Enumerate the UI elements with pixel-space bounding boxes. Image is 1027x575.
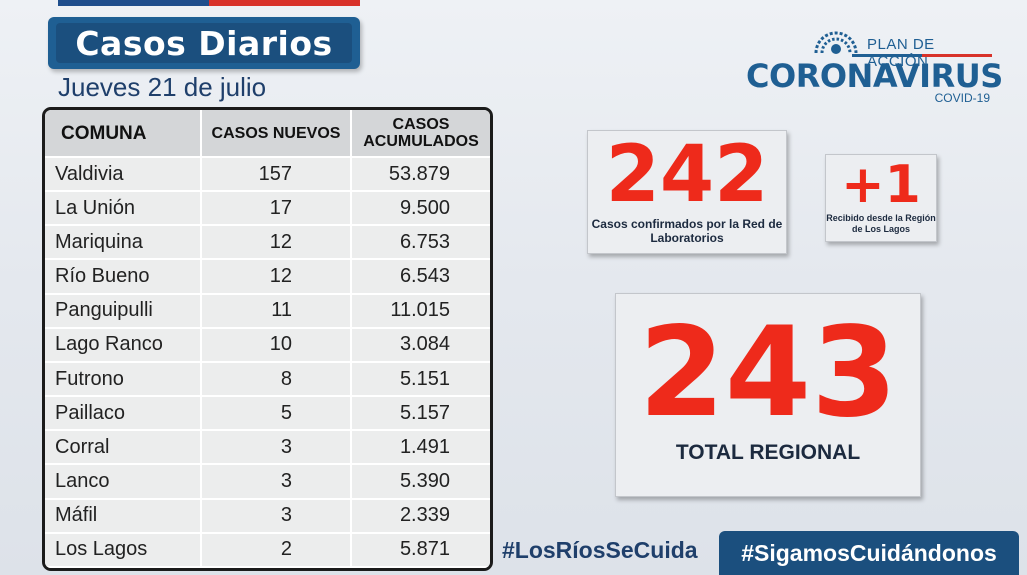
external-cases-card: +1 Recibido desde la Región de Los Lagos: [825, 154, 937, 242]
report-date: Jueves 21 de julio: [58, 72, 267, 102]
table-row: Mariquina 12 6.753: [45, 225, 490, 261]
cell-comuna: Los Lagos: [45, 532, 202, 568]
regional-total-caption: TOTAL REGIONAL: [675, 441, 861, 464]
cell-comuna: La Unión: [45, 191, 202, 227]
cell-comuna: Paillaco: [45, 396, 202, 432]
regional-total-card: 243 TOTAL REGIONAL: [615, 293, 921, 497]
cell-casos-nuevos: 12: [201, 225, 352, 261]
cell-comuna: Valdivia: [45, 157, 202, 193]
table-row: Valdivia 157 53.879: [45, 157, 490, 193]
cell-comuna: Mariquina: [45, 225, 202, 261]
table-row: Paillaco 5 5.157: [45, 396, 490, 432]
cell-casos-acumulados: 11.015: [351, 293, 490, 329]
cell-casos-acumulados: 6.753: [351, 225, 490, 261]
cell-comuna: Futrono: [45, 361, 202, 398]
cell-casos-acumulados: 6.543: [351, 259, 490, 295]
cell-casos-acumulados: 1.491: [351, 430, 490, 466]
title-badge: Casos Diarios: [48, 17, 360, 69]
cell-casos-nuevos: 10: [201, 327, 352, 363]
external-cases-value: +1: [841, 155, 921, 215]
cell-casos-acumulados: 5.157: [351, 396, 490, 432]
table-row: Máfil 3 2.339: [45, 498, 490, 534]
cell-comuna: Máfil: [45, 498, 202, 534]
cell-comuna: Lago Ranco: [45, 327, 202, 363]
cell-casos-acumulados: 53.879: [351, 157, 490, 193]
cell-casos-acumulados: 3.084: [351, 327, 490, 363]
cases-table: COMUNA CASOS NUEVOS CASOS ACUMULADOS Val…: [42, 107, 493, 571]
cell-casos-acumulados: 5.151: [351, 361, 490, 398]
title-badge-inner: Casos Diarios: [56, 23, 352, 63]
cell-casos-acumulados: 9.500: [351, 191, 490, 227]
cell-casos-nuevos: 5: [201, 396, 352, 432]
flag-strip-red: [209, 0, 360, 6]
cell-casos-nuevos: 12: [201, 259, 352, 295]
cell-casos-nuevos: 11: [201, 293, 352, 329]
table-row: Panguipulli 11 11.015: [45, 293, 490, 329]
header-casos-acumulados: CASOS ACUMULADOS: [351, 110, 490, 158]
table-row: Río Bueno 12 6.543: [45, 259, 490, 295]
cell-casos-nuevos: 157: [201, 157, 352, 193]
cell-casos-acumulados: 5.871: [351, 532, 490, 568]
confirmed-cases-caption: Casos confirmados por la Red de Laborato…: [591, 217, 783, 245]
table-row: La Unión 17 9.500: [45, 191, 490, 227]
logo-covid-text: COVID-19: [934, 91, 990, 105]
confirmed-cases-value: 242: [605, 130, 769, 220]
cell-casos-nuevos: 8: [201, 361, 352, 398]
logo-main-text: CORONAVIRUS: [746, 57, 1003, 95]
hashtag-los-rios: #LosRíosSeCuida: [502, 537, 698, 563]
logo-plan-text: PLAN DE ACCIÓN: [867, 36, 935, 70]
cell-casos-acumulados: 2.339: [351, 498, 490, 534]
cell-casos-acumulados: 5.390: [351, 464, 490, 500]
header-comuna: COMUNA: [45, 110, 202, 158]
flag-strip-blue: [58, 0, 209, 6]
page-title: Casos Diarios: [75, 23, 333, 63]
flag-strip: [58, 0, 360, 6]
table-row: Los Lagos 2 5.871: [45, 532, 490, 568]
table-row: Lago Ranco 10 3.084: [45, 327, 490, 363]
table-row: Lanco 3 5.390: [45, 464, 490, 500]
cell-casos-nuevos: 3: [201, 464, 352, 500]
cell-comuna: Río Bueno: [45, 259, 202, 295]
confirmed-cases-card: 242 Casos confirmados por la Red de Labo…: [587, 130, 787, 254]
external-cases-caption: Recibido desde la Región de Los Lagos: [826, 213, 936, 234]
table-body: Valdivia 157 53.879 La Unión 17 9.500 Mariquin…: [45, 157, 490, 568]
table-row: Corral 3 1.491: [45, 430, 490, 466]
coronavirus-logo: PLAN DE ACCIÓN CORONAVIRUS COVID-19: [744, 27, 1003, 107]
hashtag-sigamos: #SigamosCuidándonos: [741, 539, 997, 566]
cell-casos-nuevos: 3: [201, 498, 352, 534]
cell-casos-nuevos: 2: [201, 532, 352, 568]
header-casos-nuevos: CASOS NUEVOS: [201, 110, 352, 158]
hashtag-box: #SigamosCuidándonos: [719, 531, 1019, 575]
cell-comuna: Corral: [45, 430, 202, 466]
cell-comuna: Panguipulli: [45, 293, 202, 329]
table-header-row: COMUNA CASOS NUEVOS CASOS ACUMULADOS: [45, 110, 490, 158]
virus-emblem-icon: [814, 31, 858, 54]
cell-casos-nuevos: 17: [201, 191, 352, 227]
cell-comuna: Lanco: [45, 464, 202, 500]
cell-casos-nuevos: 3: [201, 430, 352, 466]
table-row: Futrono 8 5.151: [45, 361, 490, 398]
regional-total-value: 243: [638, 301, 898, 445]
logo-flag-bar: [852, 54, 992, 57]
